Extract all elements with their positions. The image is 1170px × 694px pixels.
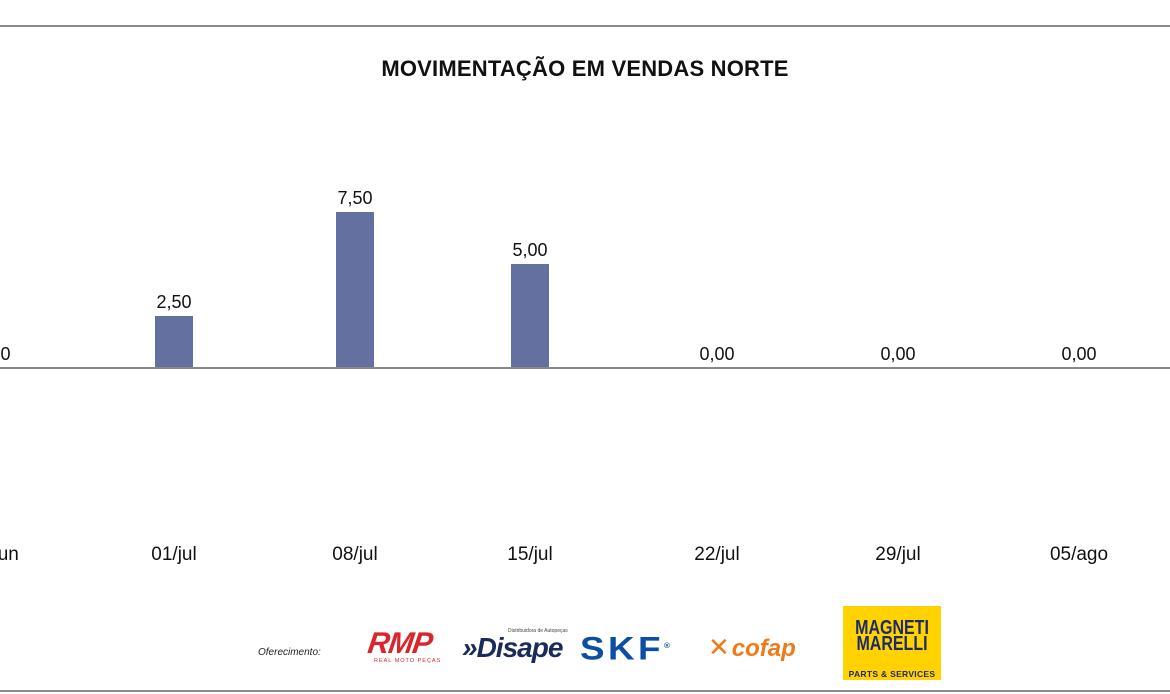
data-label: 7,50 [337,188,372,208]
bottom-rule [0,690,1170,692]
data-label: 5,00 [512,240,547,260]
cofap-logo-mark: cofap [731,635,796,662]
mm-line3: PARTS & SERVICES [848,669,936,679]
data-label: 2,50 [156,292,191,312]
magneti-marelli-logo: MAGNETI MARELLI PARTS & SERVICES [843,606,941,680]
bar-chart: 0,00 24/jun 2,50 01/jul 7,50 08/jul 5,00 15/jul… [0,188,1170,565]
x-tick-label: 01/jul [151,544,196,565]
data-label: 0,00 [699,344,734,364]
x-tick-label: 22/jul [694,544,739,565]
disape-logo-tagline: Distribuidora de Autopeças [508,628,568,634]
data-label: 0,00 [0,344,11,364]
x-tick-label: 08/jul [332,544,377,565]
x-tick-label: 29/jul [875,544,920,565]
cofap-logo: ✕cofap [708,633,796,663]
data-label: 0,00 [880,344,915,364]
rmp-logo-mark: RMP [365,627,435,660]
cofap-arrows-icon: ✕ [708,632,730,662]
skf-logo: SKF® [580,631,670,665]
skf-registered-mark: ® [663,643,670,650]
sponsor-label: Oferecimento: [258,647,321,658]
x-tick-label: 24/jun [0,544,19,565]
rmp-logo-tagline: REAL MOTO PEÇAS [374,658,442,664]
top-rule [0,25,1170,27]
data-label: 0,00 [1061,344,1096,364]
bar [511,264,549,368]
disape-logo: Distribuidora de Autopeças »Disape [462,628,568,662]
mm-line2: MARELLI [856,633,928,655]
rmp-logo: RMP REAL MOTO PEÇAS [365,627,442,664]
mm-line1: MAGNETI [855,617,929,639]
bar [155,316,193,368]
x-tick-label: 15/jul [507,544,552,565]
x-tick-label: 05/ago [1050,544,1108,565]
disape-logo-mark: »Disape [462,632,563,663]
skf-logo-mark: SKF [580,630,664,667]
chart-title: MOVIMENTAÇÃO EM VENDAS NORTE [381,56,789,81]
bar [336,212,374,368]
